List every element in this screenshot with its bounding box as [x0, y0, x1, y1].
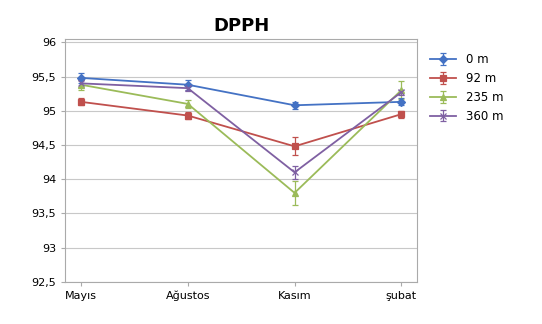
Legend: 0 m, 92 m, 235 m, 360 m: 0 m, 92 m, 235 m, 360 m: [427, 50, 507, 126]
Title: DPPH: DPPH: [213, 17, 269, 35]
